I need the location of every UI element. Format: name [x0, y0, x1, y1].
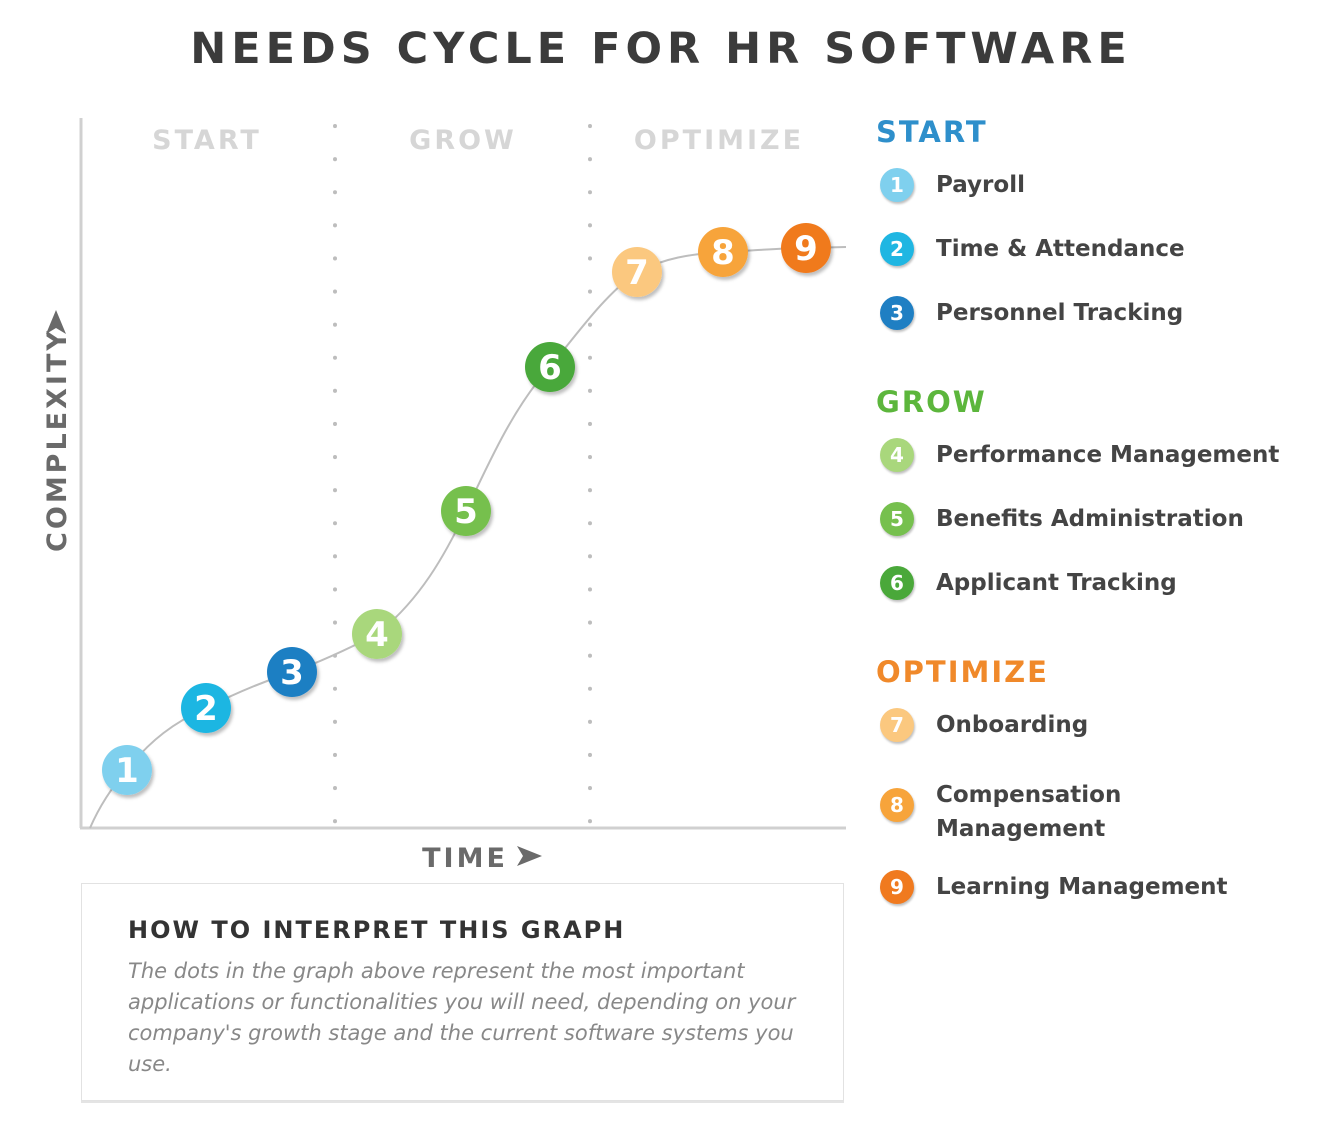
- chart-point-label: 9: [794, 229, 818, 269]
- page-title: NEEDS CYCLE FOR HR SOFTWARE: [190, 24, 1132, 74]
- chart-point-dot: [698, 227, 748, 277]
- chart-point-2: 2: [181, 683, 231, 733]
- legend-item-4: 4 Performance Management: [876, 432, 1316, 482]
- y-axis-label: COMPLEXITY: [42, 328, 73, 552]
- legend-badge: 2: [880, 232, 914, 266]
- legend-item-9: 9 Learning Management: [876, 864, 1316, 914]
- chart-point-label: 7: [625, 253, 649, 293]
- chart-point-label: 3: [280, 653, 304, 693]
- legend-badge: 5: [880, 502, 914, 536]
- legend-badge: 6: [880, 566, 914, 600]
- legend-label: Onboarding: [936, 712, 1089, 738]
- legend-label: Payroll: [936, 172, 1025, 198]
- stage-label-start: START: [152, 125, 262, 156]
- y-axis-arrow-icon: [46, 310, 66, 334]
- legend-item-6: 6 Applicant Tracking: [876, 560, 1316, 610]
- chart-point-dot: [181, 683, 231, 733]
- legend-heading-grow: GROW: [876, 385, 987, 419]
- x-axis-label: TIME: [422, 843, 508, 874]
- interpretation-box: HOW TO INTERPRET THIS GRAPH The dots in …: [81, 883, 844, 1101]
- growth-curve: [89, 246, 847, 829]
- legend-label: Benefits Administration: [936, 506, 1244, 532]
- stage-label-grow: GROW: [409, 125, 517, 156]
- chart-point-label: 2: [194, 689, 218, 729]
- legend-item-2: 2 Time & Attendance: [876, 226, 1316, 276]
- chart-point-dot: [352, 609, 402, 659]
- stage-label-optimize: OPTIMIZE: [634, 125, 804, 156]
- chart-point-5: 5: [441, 486, 491, 536]
- legend-label: Applicant Tracking: [936, 570, 1177, 596]
- chart-point-label: 4: [365, 615, 389, 655]
- chart-point-9: 9: [781, 223, 831, 273]
- chart-point-label: 6: [538, 348, 562, 388]
- legend-label: Performance Management: [936, 442, 1280, 468]
- legend-item-1: 1 Payroll: [876, 162, 1316, 212]
- chart-point-dot: [612, 247, 662, 297]
- legend-badge: 8: [880, 788, 914, 822]
- chart-point-dot: [102, 745, 152, 795]
- chart-point-1: 1: [102, 745, 152, 795]
- chart-point-dot: [267, 647, 317, 697]
- chart-point-4: 4: [352, 609, 402, 659]
- legend-item-5: 5 Benefits Administration: [876, 496, 1316, 546]
- legend-heading-optimize: OPTIMIZE: [876, 655, 1049, 689]
- legend-item-3: 3 Personnel Tracking: [876, 290, 1316, 340]
- legend-badge: 3: [880, 296, 914, 330]
- legend-item-8: 8 Compensation Management: [876, 782, 1316, 842]
- needs-cycle-chart: START GROW OPTIMIZE 1 2 3 4 5 6 7 8 9 TIME COMPLEXI…: [42, 118, 847, 874]
- chart-point-7: 7: [612, 247, 662, 297]
- chart-point-3: 3: [267, 647, 317, 697]
- legend-badge: 7: [880, 708, 914, 742]
- chart-point-label: 8: [711, 233, 735, 273]
- legend-badge: 4: [880, 438, 914, 472]
- legend-badge: 1: [880, 168, 914, 202]
- legend-heading-start: START: [876, 115, 988, 149]
- legend-label: Learning Management: [936, 874, 1228, 900]
- legend-label: Compensation Management: [936, 782, 1122, 842]
- interpretation-heading: HOW TO INTERPRET THIS GRAPH: [128, 916, 626, 944]
- interpretation-text: The dots in the graph above represent th…: [128, 959, 796, 1076]
- chart-point-dot: [441, 486, 491, 536]
- chart-point-dot: [525, 342, 575, 392]
- x-axis-arrow-icon: [517, 846, 542, 866]
- chart-point-dot: [781, 223, 831, 273]
- chart-point-6: 6: [525, 342, 575, 392]
- legend-label: Personnel Tracking: [936, 300, 1184, 326]
- chart-point-label: 1: [115, 751, 139, 791]
- chart-point-label: 5: [454, 492, 478, 532]
- legend-item-7: 7 Onboarding: [876, 702, 1316, 752]
- legend-badge: 9: [880, 870, 914, 904]
- chart-point-8: 8: [698, 227, 748, 277]
- legend-label: Time & Attendance: [936, 236, 1185, 262]
